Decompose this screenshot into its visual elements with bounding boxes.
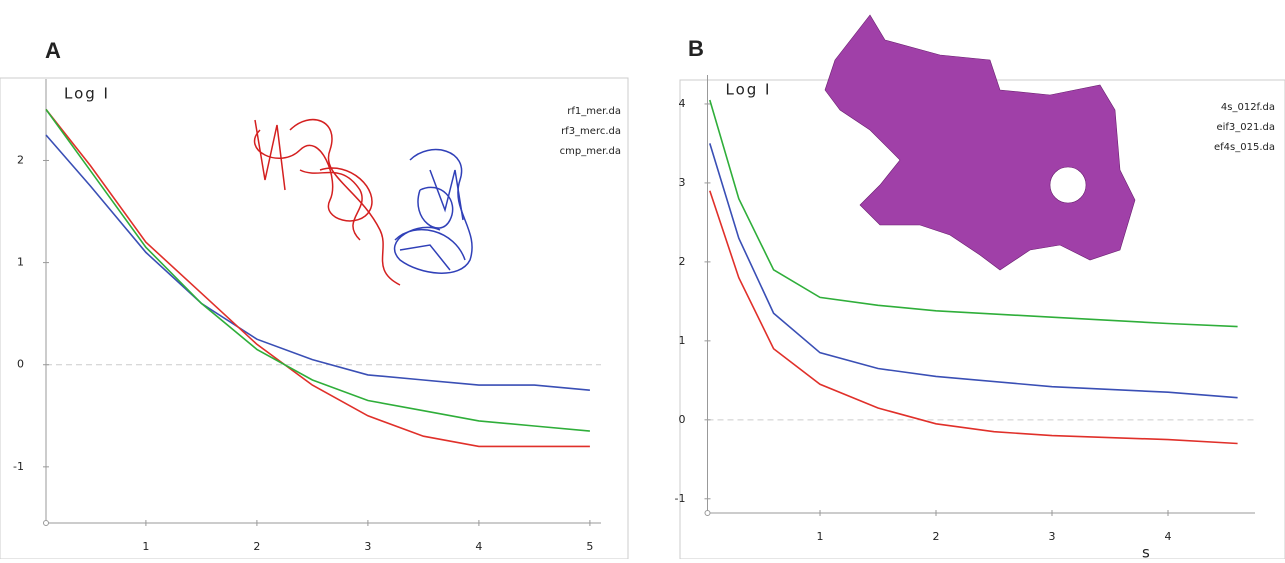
y-axis-label: Log I (64, 85, 110, 103)
y-axis-label: Log I (726, 81, 772, 99)
x-tick-label: 2 (253, 540, 260, 553)
line-series (45, 108, 590, 448)
y-tick-label: 1 (679, 334, 686, 347)
line-series (709, 143, 1238, 399)
x-tick-label: 1 (142, 540, 149, 553)
legend-entry: ef4s_015.da (1214, 142, 1275, 153)
y-tick-label: 2 (679, 255, 686, 268)
x-axis-label: s (1142, 544, 1152, 560)
axis-origin (43, 520, 49, 526)
line-series (45, 108, 590, 432)
y-tick-label: 0 (17, 358, 24, 371)
x-tick-label: 1 (817, 530, 824, 543)
panel-frame (0, 77, 629, 560)
x-tick-label: 4 (1165, 530, 1172, 543)
protein-ribbon (253, 119, 473, 286)
axis-origin (704, 510, 711, 516)
y-tick-label: 1 (17, 256, 24, 269)
x-tick-label: 2 (933, 530, 940, 543)
x-tick-label: 4 (475, 540, 482, 553)
legend-entry: rf3_merc.da (561, 126, 621, 137)
legend-entry: eif3_021.da (1216, 122, 1275, 133)
panel-label: B (688, 36, 704, 61)
x-tick-label: 5 (586, 540, 593, 553)
bead-model (824, 14, 1136, 271)
panel-label: A (45, 38, 61, 63)
y-tick-label: -1 (675, 492, 686, 505)
y-tick-label: 0 (679, 413, 686, 426)
legend-entry: rf1_mer.da (567, 106, 621, 117)
y-tick-label: -1 (13, 460, 24, 473)
y-tick-label: 2 (17, 153, 24, 166)
x-tick-label: 3 (364, 540, 371, 553)
line-series (709, 190, 1238, 445)
y-tick-label: 4 (679, 97, 686, 110)
x-tick-label: 3 (1049, 530, 1056, 543)
line-series (709, 99, 1238, 328)
legend-entry: 4s_012f.da (1221, 102, 1275, 113)
legend-entry: cmp_mer.da (560, 146, 621, 157)
line-series (45, 134, 590, 391)
y-tick-label: 3 (679, 176, 686, 189)
